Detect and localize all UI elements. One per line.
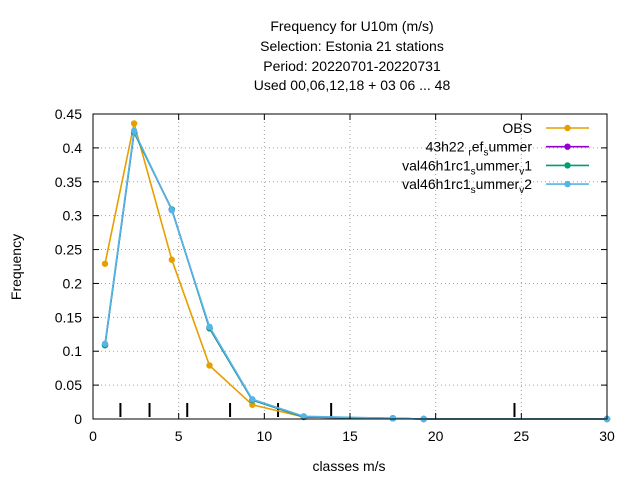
grid-lines <box>93 114 607 419</box>
title-line-2: Selection: Estonia 21 stations <box>260 38 444 54</box>
y-tick-label: 0.35 <box>55 174 82 190</box>
x-axis-label: classes m/s <box>312 458 385 474</box>
legend-label: val46h1rc1summerv2 <box>402 176 532 196</box>
data-point <box>168 256 176 263</box>
y-tick-label: 0.05 <box>55 377 82 393</box>
y-axis-label: Frequency <box>8 234 24 300</box>
series-1 <box>101 120 611 423</box>
data-point <box>249 401 256 408</box>
data-point <box>130 127 138 135</box>
legend-label: OBS <box>502 120 532 136</box>
y-tick-label: 0.2 <box>63 275 83 291</box>
legend: OBS 43h22 refsummerval46h1rc1summerv1val4… <box>402 120 589 196</box>
legend-swatch-point <box>564 180 571 188</box>
x-tick-label: 15 <box>342 428 358 444</box>
x-tick-label: 10 <box>257 428 273 444</box>
x-tick-label: 0 <box>89 428 97 444</box>
x-tick-label: 20 <box>428 428 444 444</box>
y-tick-label: 0.45 <box>55 106 82 122</box>
y-tick-label: 0.25 <box>55 242 82 258</box>
chart-title: Frequency for U10m (m/s) Selection: Esto… <box>254 18 451 93</box>
x-axis: 0 5 10 15 20 25 30 <box>89 114 615 444</box>
x-tick-label: 25 <box>514 428 530 444</box>
data-point <box>389 415 397 422</box>
title-line-3: Period: 20220701-20220731 <box>263 58 441 74</box>
legend-swatch-point <box>564 162 571 169</box>
series-line <box>104 128 607 420</box>
title-line-4: Used 00,06,12,18 + 03 06 ... 48 <box>254 77 451 93</box>
y-tick-label: 0 <box>74 411 82 427</box>
data-point <box>206 362 213 369</box>
legend-swatch-point <box>564 143 571 150</box>
data-point <box>249 396 256 403</box>
y-tick-label: 0.1 <box>63 343 83 359</box>
data-point <box>101 340 109 347</box>
class-markers <box>119 403 516 417</box>
y-tick-label: 0.4 <box>63 140 83 156</box>
legend-label: 43h22 refsummer <box>426 139 533 159</box>
y-tick-label: 0.3 <box>63 208 83 224</box>
data-point <box>300 413 307 420</box>
y-tick-label: 0.15 <box>55 309 82 325</box>
y-axis: 0 0.05 0.1 0.15 0.2 0.25 0.3 0.35 0.4 0.45 <box>55 106 607 427</box>
data-point <box>206 323 213 331</box>
data-point <box>130 120 138 127</box>
legend-label: val46h1rc1summerv1 <box>402 157 532 177</box>
x-tick-label: 5 <box>175 428 183 444</box>
series-layer <box>101 120 611 423</box>
legend-swatch-point <box>564 124 571 132</box>
title-line-1: Frequency for U10m (m/s) <box>270 18 433 34</box>
data-point <box>168 207 176 214</box>
x-tick-label: 30 <box>599 428 615 444</box>
data-point <box>101 260 109 267</box>
